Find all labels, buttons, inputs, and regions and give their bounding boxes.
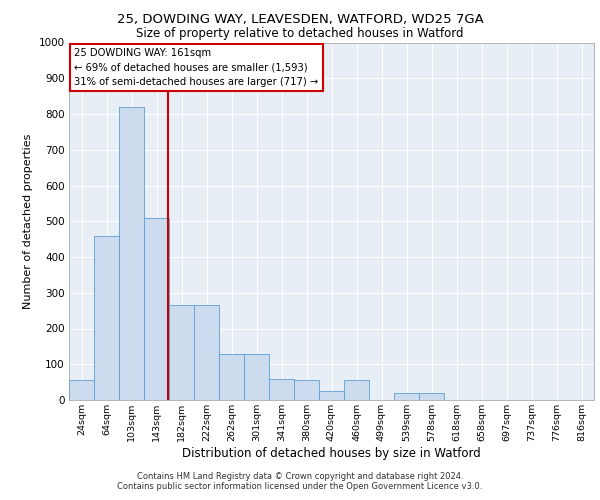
Y-axis label: Number of detached properties: Number of detached properties	[23, 134, 33, 309]
Bar	[94, 236, 119, 400]
Bar	[69, 380, 94, 400]
Text: 25 DOWDING WAY: 161sqm
← 69% of detached houses are smaller (1,593)
31% of semi-: 25 DOWDING WAY: 161sqm ← 69% of detached…	[74, 48, 319, 88]
Bar	[244, 354, 269, 400]
Text: Contains HM Land Registry data © Crown copyright and database right 2024.: Contains HM Land Registry data © Crown c…	[137, 472, 463, 481]
Bar	[319, 391, 344, 400]
Bar	[344, 380, 369, 400]
Bar	[194, 306, 219, 400]
Text: Size of property relative to detached houses in Watford: Size of property relative to detached ho…	[136, 28, 464, 40]
X-axis label: Distribution of detached houses by size in Watford: Distribution of detached houses by size …	[182, 446, 481, 460]
Bar	[144, 218, 169, 400]
Bar	[219, 354, 244, 400]
Bar	[119, 107, 144, 400]
Bar	[394, 393, 419, 400]
Bar	[294, 380, 319, 400]
Text: Contains public sector information licensed under the Open Government Licence v3: Contains public sector information licen…	[118, 482, 482, 491]
Text: 25, DOWDING WAY, LEAVESDEN, WATFORD, WD25 7GA: 25, DOWDING WAY, LEAVESDEN, WATFORD, WD2…	[116, 12, 484, 26]
Bar	[269, 378, 294, 400]
Bar	[169, 306, 194, 400]
Bar	[419, 393, 444, 400]
